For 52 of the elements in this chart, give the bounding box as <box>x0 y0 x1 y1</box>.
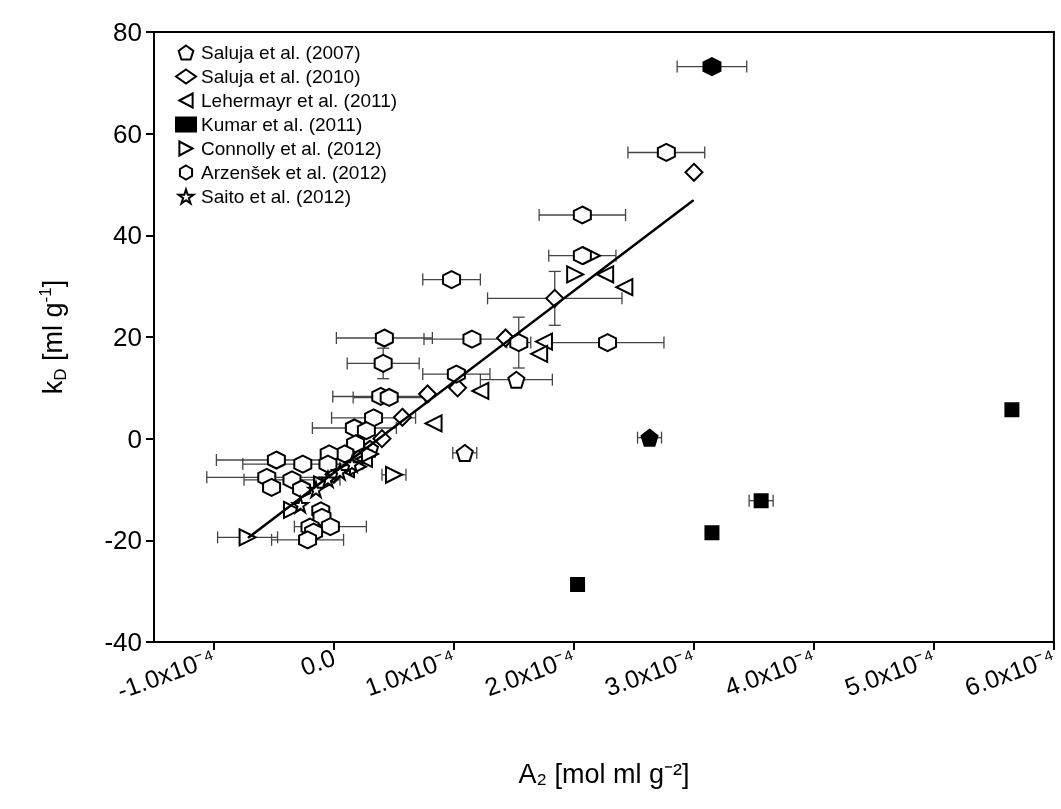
point <box>534 332 553 351</box>
point <box>455 443 474 462</box>
y-tick-label: -20 <box>104 525 142 556</box>
point <box>373 353 393 373</box>
point <box>702 57 722 77</box>
y-tick-label: 40 <box>113 220 142 251</box>
legend-label: Saito et al. (2012) <box>201 186 351 207</box>
point <box>320 517 340 537</box>
point <box>572 205 592 225</box>
point <box>656 142 676 162</box>
legend-label: Saluja et al. (2007) <box>201 42 361 63</box>
point <box>318 454 338 474</box>
point <box>1004 402 1020 418</box>
legend-label: Arzenšek et al. (2012) <box>201 162 387 183</box>
point <box>471 381 490 400</box>
point <box>462 329 482 349</box>
point <box>293 454 313 474</box>
point <box>615 278 634 297</box>
point <box>684 162 704 182</box>
x-axis-title: A₂ [mol ml g⁻²] <box>518 758 690 789</box>
point <box>530 344 549 363</box>
point <box>507 370 526 389</box>
point <box>262 477 282 497</box>
y-tick-label: 80 <box>113 17 142 47</box>
point <box>356 421 376 441</box>
point <box>753 493 769 509</box>
y-tick-label: 20 <box>113 322 142 352</box>
legend-label: Connolly et al. (2012) <box>201 138 382 159</box>
point <box>379 387 399 407</box>
point <box>596 265 615 284</box>
legend-label: Kumar et al. (2011) <box>201 114 363 135</box>
legend-label: Saluja et al. (2010) <box>201 66 361 87</box>
point <box>442 270 462 290</box>
y-tick-label: 60 <box>113 118 142 149</box>
point <box>374 328 394 348</box>
y-tick-label: -40 <box>104 627 142 657</box>
y-axis-title: kD [ml g-1] <box>36 279 70 395</box>
point <box>566 265 585 284</box>
point <box>424 414 443 433</box>
point <box>418 384 438 404</box>
x-tick-label: 0.0 <box>296 642 339 682</box>
point <box>298 530 318 550</box>
point <box>291 496 309 514</box>
point <box>384 465 403 484</box>
point <box>570 577 586 593</box>
point <box>640 428 659 447</box>
legend-label: Lehermayr et al. (2011) <box>201 90 398 111</box>
point <box>704 525 720 541</box>
point <box>266 450 286 470</box>
y-tick-label: 0 <box>127 423 142 454</box>
point <box>572 246 592 266</box>
point <box>598 333 618 353</box>
